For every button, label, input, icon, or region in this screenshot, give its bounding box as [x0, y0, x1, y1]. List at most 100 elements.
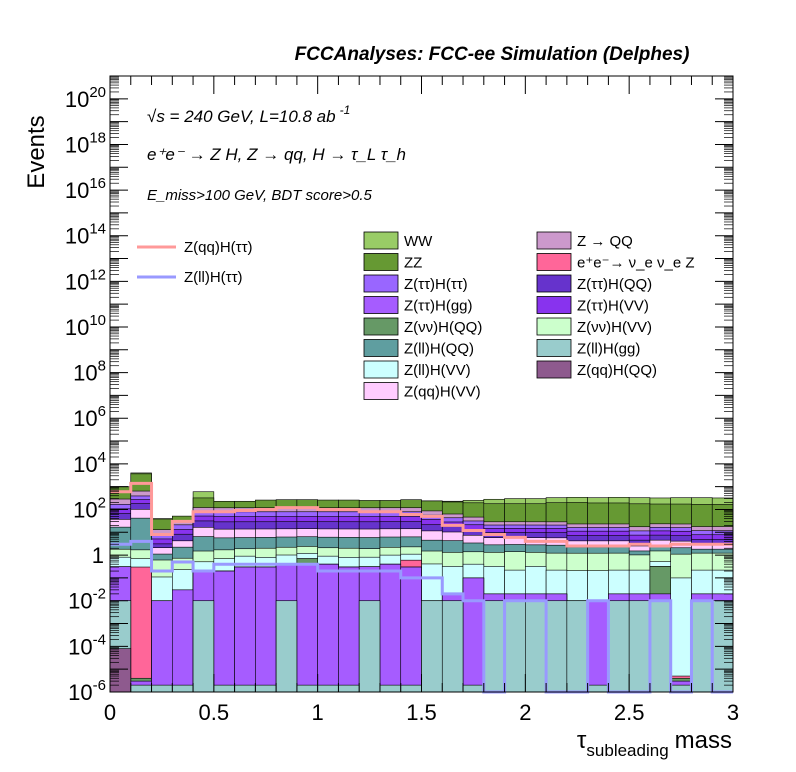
bar	[151, 684, 173, 693]
legend-fill-label: e⁺e⁻→ ν_e ν_e Z	[577, 255, 695, 272]
bar	[400, 566, 422, 693]
bar	[358, 600, 381, 693]
bar	[172, 589, 194, 693]
bar	[462, 577, 485, 693]
x-tick-label: 1	[312, 700, 324, 725]
bar	[587, 600, 609, 693]
bar	[400, 684, 422, 693]
legend-fill-swatch	[363, 253, 399, 271]
bar	[525, 600, 547, 693]
bar	[379, 684, 402, 693]
legend-fill-swatch	[536, 231, 572, 250]
bar	[483, 600, 505, 693]
legend-fill-label: Z(νν)H(QQ)	[404, 319, 482, 336]
y-tick-label: 106	[73, 403, 106, 431]
bar	[338, 566, 360, 693]
process-text: e⁺e⁻ → Z H, Z → qq, H → τ_L τ_h	[147, 145, 406, 164]
bar	[172, 684, 194, 693]
bar	[421, 600, 443, 693]
bar	[151, 600, 173, 693]
legend-fill-swatch	[363, 382, 399, 400]
legend-fill-swatch	[363, 317, 399, 336]
bar	[130, 684, 152, 693]
y-tick-label: 1010	[65, 312, 106, 340]
y-axis-label: Events	[23, 115, 50, 188]
legend-fill-swatch	[536, 360, 572, 379]
bar	[213, 570, 235, 693]
legend-fill-label: ZZ	[404, 255, 422, 272]
annotation-block: √s = 240 GeV, L=10.8 ab -1 e⁺e⁻ → Z H, Z …	[147, 103, 406, 204]
bar	[296, 563, 318, 693]
legend-fill-swatch	[536, 317, 572, 336]
legend: Z(qq)H(ττ) Z(ll)H(ττ) WW ZZ Z(ττ)H(ττ) Z(ττ)H…	[137, 231, 695, 401]
y-tick-label: 1020	[65, 84, 106, 112]
bar	[649, 600, 672, 693]
bar	[255, 566, 277, 693]
energy-lumi-text: √s = 240 GeV, L=10.8 ab -1	[147, 103, 350, 126]
y-tick-label: 102	[73, 494, 106, 522]
y-tick-label: 10-6	[68, 677, 106, 705]
overlay-line-0	[110, 481, 733, 548]
y-tick-label: 108	[73, 358, 106, 386]
axes: 0 0.5 1 1.5 2 2.5 3 10-6 10-4 10-2 1 102 104 106 108 10…	[65, 75, 739, 725]
y-tick-label: 1012	[65, 266, 106, 294]
legend-fill-swatch	[363, 274, 399, 293]
legend-fill-swatch	[363, 296, 399, 314]
bar	[566, 600, 588, 693]
x-tick-label: 0	[104, 700, 116, 725]
y-tick-label: 10-4	[68, 631, 106, 659]
x-tick-label: 2.5	[614, 700, 645, 725]
legend-fill-label: Z(νν)H(VV)	[577, 319, 652, 336]
bar	[234, 566, 256, 693]
bar	[275, 600, 298, 693]
bar	[545, 600, 568, 693]
legend-fill-label: Z(ττ)H(VV)	[577, 298, 649, 315]
x-axis-label: τsubleading mass	[577, 727, 732, 760]
stacked-histogram	[109, 472, 734, 693]
legend-fill-label: Z(qq)H(VV)	[404, 384, 481, 401]
bar	[587, 684, 609, 693]
legend-line-label: Z(qq)H(ττ)	[184, 239, 253, 256]
x-axis-label-text: τsubleading mass	[577, 727, 732, 760]
bar	[317, 563, 339, 693]
bar	[691, 600, 713, 693]
bar	[317, 684, 339, 693]
legend-fill-swatch	[363, 360, 399, 379]
legend-line-label: Z(ll)H(ττ)	[184, 269, 243, 286]
legend-fill-swatch	[363, 339, 399, 357]
legend-fill-swatch	[536, 296, 572, 314]
bar	[255, 684, 277, 693]
y-tick-label: 1018	[65, 129, 106, 157]
legend-fill-label: Z(ττ)H(ττ)	[404, 276, 468, 293]
cut-text: E_miss>100 GeV, BDT score>0.5	[147, 187, 372, 204]
bar	[192, 600, 215, 693]
x-tick-label: 1.5	[406, 700, 437, 725]
bar	[441, 600, 464, 693]
bar	[296, 684, 318, 693]
legend-fill-label: Z(ττ)H(QQ)	[577, 276, 652, 293]
bar	[213, 684, 235, 693]
bar	[379, 563, 402, 693]
y-tick-label: 104	[73, 449, 106, 477]
legend-fill-label: Z(qq)H(QQ)	[577, 362, 657, 379]
legend-fill-label: WW	[404, 233, 433, 250]
bar	[234, 684, 256, 693]
bar	[670, 577, 692, 693]
x-tick-label: 2	[519, 700, 531, 725]
y-tick-label: 1014	[65, 221, 106, 249]
legend-fill-label: Z(ll)H(VV)	[404, 362, 471, 379]
legend-fill-label: Z(ττ)H(gg)	[404, 298, 473, 315]
bar	[462, 684, 485, 693]
header-title: FCCAnalyses: FCC-ee Simulation (Delphes)	[295, 44, 690, 65]
x-tick-label: 0.5	[199, 700, 230, 725]
bar	[504, 600, 526, 693]
bar	[130, 566, 152, 693]
legend-fill-label: Z(ll)H(gg)	[577, 341, 640, 358]
bar	[608, 600, 630, 693]
y-tick-label: 1	[92, 543, 104, 568]
legend-fill-swatch	[536, 339, 572, 357]
bar	[628, 600, 651, 693]
legend-fill-label: Z(ll)H(QQ)	[404, 341, 474, 358]
legend-fill-swatch	[536, 274, 572, 293]
